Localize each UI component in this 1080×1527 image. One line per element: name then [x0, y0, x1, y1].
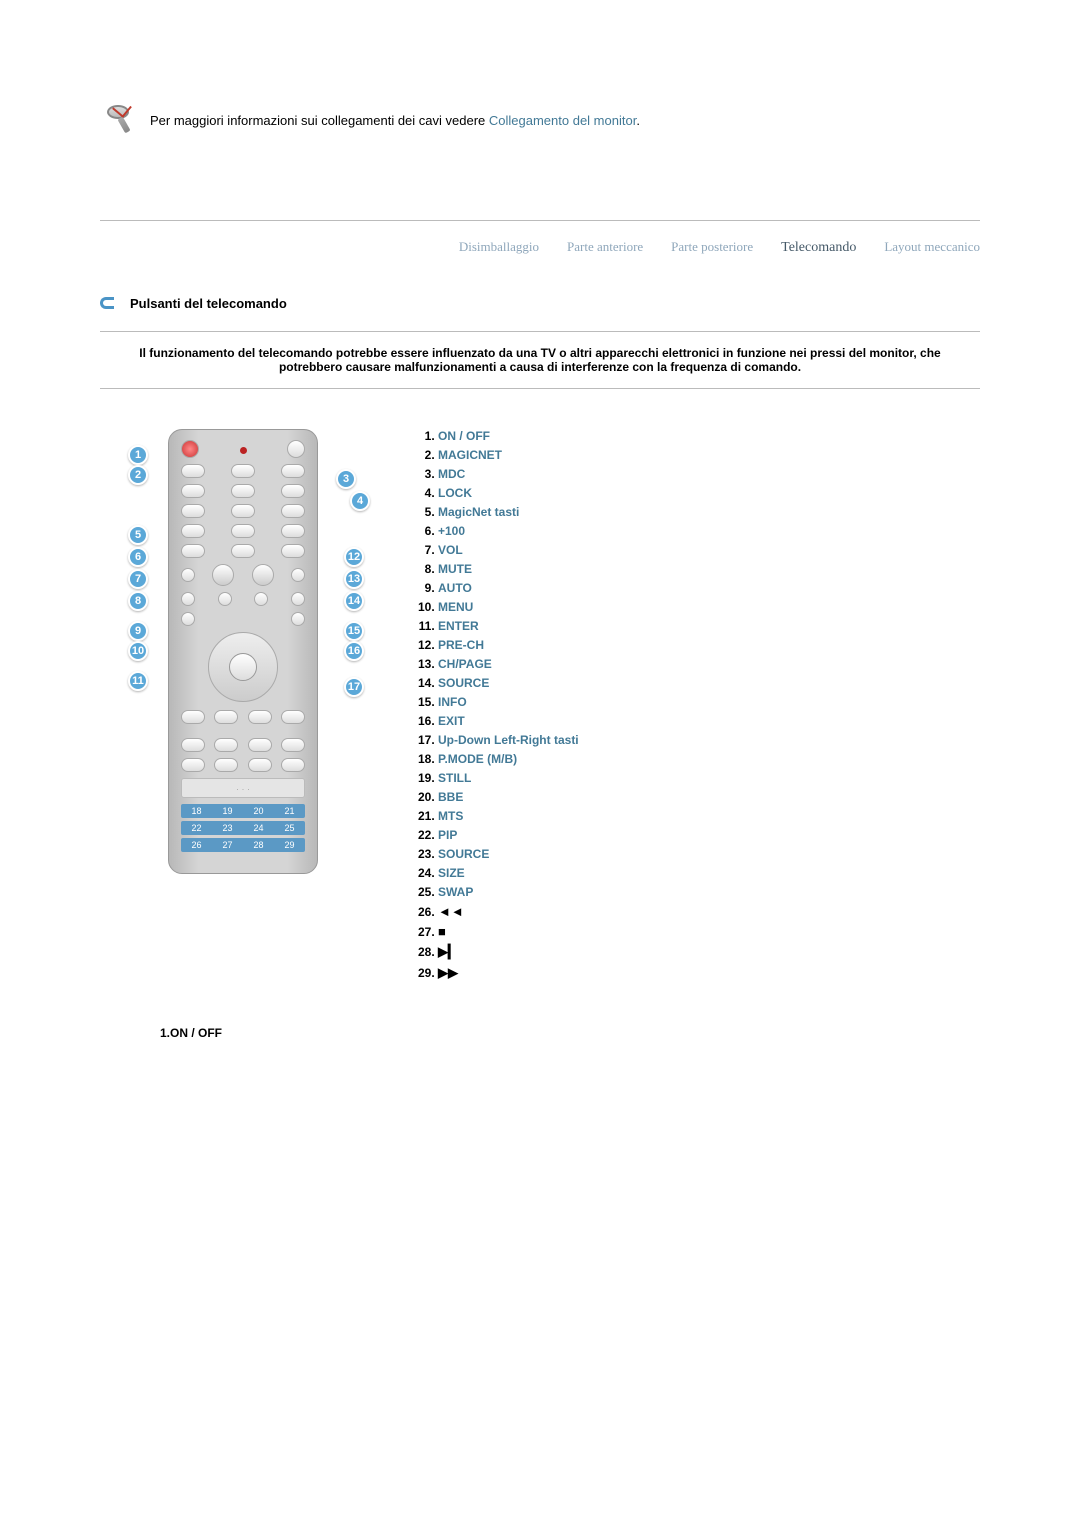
button-link[interactable]: SWAP	[438, 885, 473, 899]
info-row: Per maggiori informazioni sui collegamen…	[100, 100, 980, 140]
divider	[100, 388, 980, 389]
callout-2: 2	[128, 465, 148, 485]
list-item: SIZE	[438, 866, 980, 880]
callout-3: 3	[336, 469, 356, 489]
button-link[interactable]: STILL	[438, 771, 471, 785]
info-prefix: Per maggiori informazioni sui collegamen…	[150, 113, 489, 128]
list-item: SWAP	[438, 885, 980, 899]
button-link[interactable]: VOL	[438, 543, 463, 557]
button-symbol: ■	[438, 924, 446, 939]
list-item: P.MODE (M/B)	[438, 752, 980, 766]
list-item: LOCK	[438, 486, 980, 500]
button-link[interactable]: SOURCE	[438, 847, 489, 861]
nav-tab-telecomando[interactable]: Telecomando	[781, 240, 856, 256]
nav-bar: Disimballaggio Parte anteriore Parte poste…	[100, 220, 980, 256]
list-item: ON / OFF	[438, 429, 980, 443]
callout-1: 1	[128, 445, 148, 465]
nav-tab-disimballaggio[interactable]: Disimballaggio	[459, 239, 539, 255]
button-link[interactable]: MAGICNET	[438, 448, 502, 462]
list-item: INFO	[438, 695, 980, 709]
button-link[interactable]: MUTE	[438, 562, 472, 576]
list-item: MAGICNET	[438, 448, 980, 462]
link-collegamento[interactable]: Collegamento del monitor	[489, 113, 636, 128]
footer-label: 1.ON / OFF	[160, 1026, 980, 1040]
button-link[interactable]: SOURCE	[438, 676, 489, 690]
callout-5: 5	[128, 525, 148, 545]
list-item: MDC	[438, 467, 980, 481]
button-link[interactable]: MTS	[438, 809, 463, 823]
divider	[100, 331, 980, 332]
callout-15: 15	[344, 621, 364, 641]
bullet-icon	[100, 297, 118, 311]
nav-tab-parte-anteriore[interactable]: Parte anteriore	[567, 239, 643, 255]
nav-tab-parte-posteriore[interactable]: Parte posteriore	[671, 239, 753, 255]
callout-14: 14	[344, 591, 364, 611]
button-link[interactable]: PRE-CH	[438, 638, 484, 652]
button-link[interactable]: Up-Down Left-Right tasti	[438, 733, 579, 747]
list-item: ▶▶	[438, 965, 980, 981]
button-link[interactable]: +100	[438, 524, 465, 538]
callout-9: 9	[128, 621, 148, 641]
remote-image: · · · 181920212223242526272829 125678910…	[120, 419, 380, 899]
remote-btn	[287, 440, 305, 458]
callout-11: 11	[128, 671, 148, 691]
list-item: CH/PAGE	[438, 657, 980, 671]
list-item: AUTO	[438, 581, 980, 595]
list-item: MENU	[438, 600, 980, 614]
callout-6: 6	[128, 547, 148, 567]
section-head: Pulsanti del telecomando	[100, 296, 980, 311]
button-link[interactable]: P.MODE (M/B)	[438, 752, 517, 766]
list-item: SOURCE	[438, 847, 980, 861]
list-item: ▶▎	[438, 944, 980, 960]
list-item: PRE-CH	[438, 638, 980, 652]
button-link[interactable]: ENTER	[438, 619, 479, 633]
button-link[interactable]: EXIT	[438, 714, 465, 728]
info-text: Per maggiori informazioni sui collegamen…	[150, 113, 640, 128]
button-link[interactable]: LOCK	[438, 486, 472, 500]
button-symbol: ▶▶	[438, 965, 458, 980]
button-link[interactable]: INFO	[438, 695, 467, 709]
list-item: PIP	[438, 828, 980, 842]
callout-10: 10	[128, 641, 148, 661]
callout-7: 7	[128, 569, 148, 589]
list-item: ENTER	[438, 619, 980, 633]
button-symbol: ◄◄	[438, 904, 464, 919]
button-link[interactable]: MENU	[438, 600, 473, 614]
button-link[interactable]: PIP	[438, 828, 457, 842]
list-item: BBE	[438, 790, 980, 804]
list-item: MagicNet tasti	[438, 505, 980, 519]
button-link[interactable]: SIZE	[438, 866, 465, 880]
callout-8: 8	[128, 591, 148, 611]
button-symbol: ▶▎	[438, 944, 458, 959]
callout-4: 4	[350, 491, 370, 511]
button-list: ON / OFF MAGICNET MDC LOCK MagicNet tasti +10…	[410, 429, 980, 981]
callout-16: 16	[344, 641, 364, 661]
list-item: MTS	[438, 809, 980, 823]
remote-dpad	[208, 632, 278, 702]
callout-12: 12	[344, 547, 364, 567]
list-item: MUTE	[438, 562, 980, 576]
remote-btn	[181, 440, 199, 458]
warning-text: Il funzionamento del telecomando potrebb…	[100, 346, 980, 374]
list-item: SOURCE	[438, 676, 980, 690]
button-link[interactable]: BBE	[438, 790, 463, 804]
button-link[interactable]: AUTO	[438, 581, 472, 595]
list-item: ◄◄	[438, 904, 980, 919]
callout-13: 13	[344, 569, 364, 589]
list-item: +100	[438, 524, 980, 538]
list-item: STILL	[438, 771, 980, 785]
list-item: Up-Down Left-Right tasti	[438, 733, 980, 747]
list-item: EXIT	[438, 714, 980, 728]
info-icon	[100, 100, 135, 140]
nav-tab-layout-meccanico[interactable]: Layout meccanico	[884, 239, 980, 255]
callout-17: 17	[344, 677, 364, 697]
button-link[interactable]: MagicNet tasti	[438, 505, 519, 519]
section-title: Pulsanti del telecomando	[130, 296, 287, 311]
button-link[interactable]: CH/PAGE	[438, 657, 492, 671]
list-item: VOL	[438, 543, 980, 557]
button-link[interactable]: MDC	[438, 467, 465, 481]
button-link[interactable]: ON / OFF	[438, 429, 490, 443]
list-item: ■	[438, 924, 980, 939]
remote-led	[240, 447, 247, 454]
